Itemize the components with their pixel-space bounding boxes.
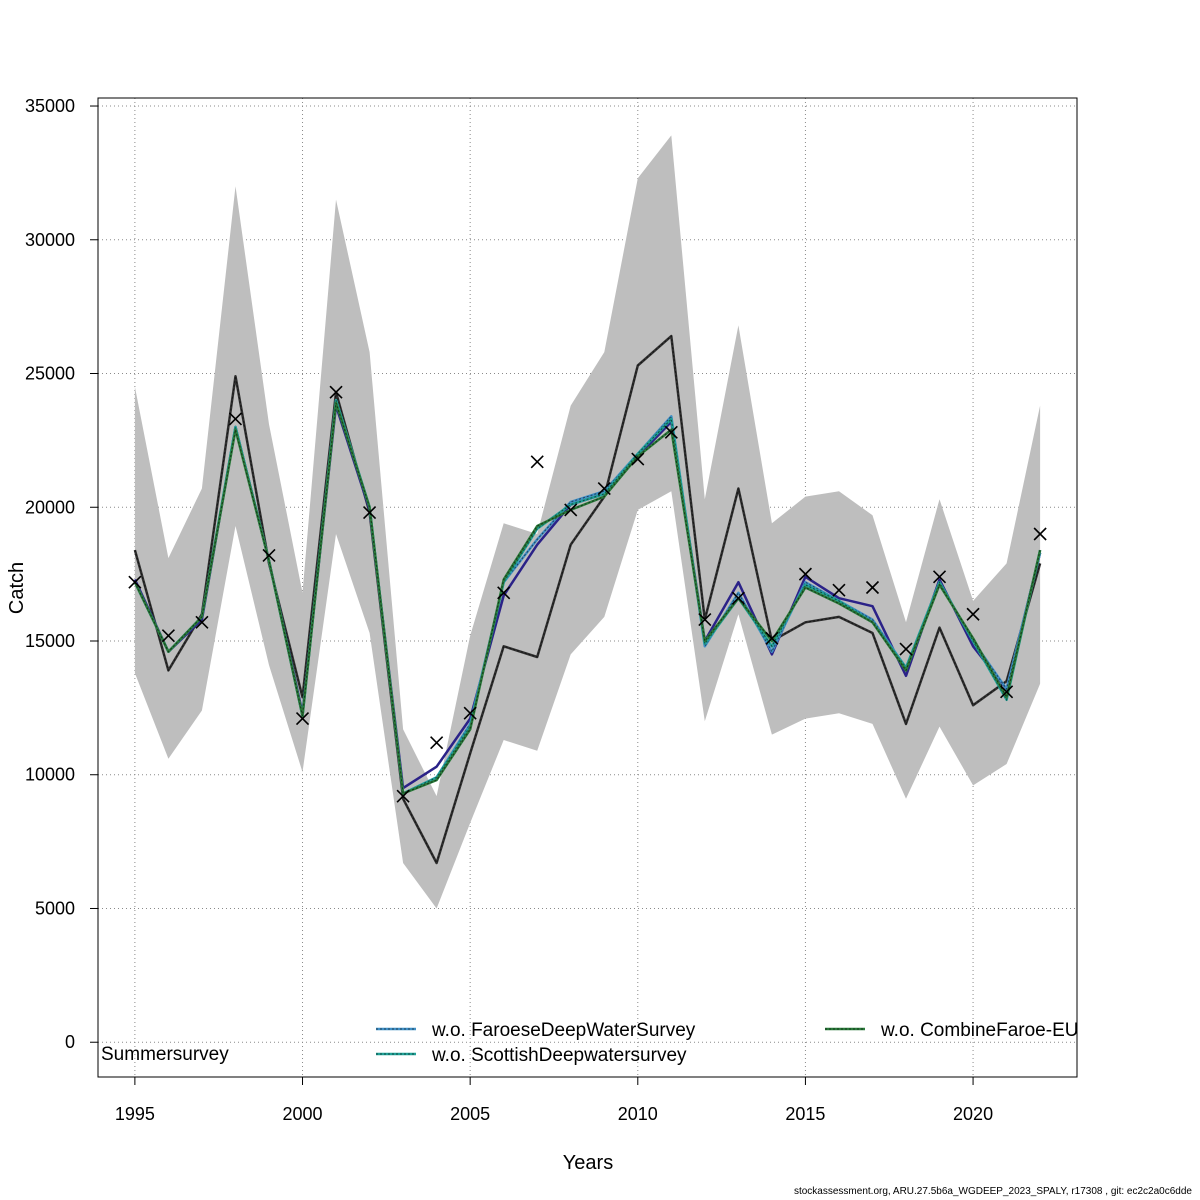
footer-credit: stockassessment.org, ARU.27.5b6a_WGDEEP_… <box>793 1186 1192 1197</box>
observation-marker <box>765 631 779 645</box>
x-axis-title: Years <box>563 1152 613 1174</box>
axes: 1995 2000 2005 2010 2015 2020 0 5000 10000 15000 2… <box>25 96 993 1124</box>
observation-marker <box>731 591 745 605</box>
observation-marker <box>430 736 444 750</box>
legend-label: w.o. ScottishDeepwatersurvey <box>431 1045 687 1066</box>
observation-marker <box>966 607 980 621</box>
observation-marker <box>329 385 343 399</box>
observation-marker <box>631 452 645 466</box>
observation-marker <box>798 567 812 581</box>
legend-entry-2: w.o. CombineFaroe-EU <box>825 1020 1078 1041</box>
observation-marker <box>396 789 410 803</box>
survey-annotation: Summersurvey <box>101 1044 229 1065</box>
x-tick-label: 2015 <box>785 1104 825 1124</box>
legend-entry-0: w.o. FaroeseDeepWaterSurvey <box>376 1020 696 1041</box>
y-tick-label: 15000 <box>25 631 75 651</box>
observation-marker <box>564 503 578 517</box>
observation-marker <box>262 548 276 562</box>
observation-marker <box>664 425 678 439</box>
plot-area <box>128 135 1047 909</box>
y-tick-label: 35000 <box>25 96 75 116</box>
y-tick-label: 0 <box>65 1032 75 1052</box>
observation-marker <box>1000 685 1014 699</box>
x-tick-label: 2010 <box>618 1104 658 1124</box>
observation-marker <box>295 712 310 726</box>
y-tick-label: 25000 <box>25 364 75 384</box>
legend-label: w.o. CombineFaroe-EU <box>880 1020 1078 1041</box>
observation-marker <box>865 580 880 595</box>
x-tick-label: 2005 <box>450 1104 490 1124</box>
series-lines <box>133 334 1042 865</box>
series-line-0-dash <box>134 335 1041 865</box>
y-tick-label: 5000 <box>35 898 75 918</box>
observation-markers <box>128 385 1047 803</box>
observation-marker <box>899 642 913 656</box>
observation-marker <box>161 629 175 643</box>
observation-marker <box>530 455 544 469</box>
y-tick-label: 20000 <box>25 497 75 517</box>
observation-marker <box>1033 527 1047 541</box>
x-tick-label: 2020 <box>953 1104 993 1124</box>
observation-marker <box>195 615 209 629</box>
observation-marker <box>128 575 142 589</box>
series-line-4 <box>133 401 1042 795</box>
observation-marker <box>463 706 477 720</box>
observation-marker <box>228 412 243 426</box>
observation-marker <box>698 613 712 627</box>
observation-marker <box>932 570 947 584</box>
plot-frame <box>97 97 1078 1078</box>
observation-marker <box>832 583 846 597</box>
x-tick-label: 2000 <box>282 1104 322 1124</box>
x-tick-label: 1995 <box>115 1104 155 1124</box>
legend: w.o. FaroeseDeepWaterSurvey w.o. Scottish… <box>376 1020 1078 1066</box>
observation-marker <box>497 586 511 600</box>
y-tick-label: 10000 <box>25 765 75 785</box>
legend-label: w.o. FaroeseDeepWaterSurvey <box>431 1020 696 1041</box>
y-axis-title: Catch <box>6 562 28 614</box>
observation-marker <box>363 506 377 520</box>
y-tick-label: 30000 <box>25 230 75 250</box>
observation-marker <box>597 481 611 496</box>
legend-entry-1: w.o. ScottishDeepwatersurvey <box>376 1045 687 1066</box>
